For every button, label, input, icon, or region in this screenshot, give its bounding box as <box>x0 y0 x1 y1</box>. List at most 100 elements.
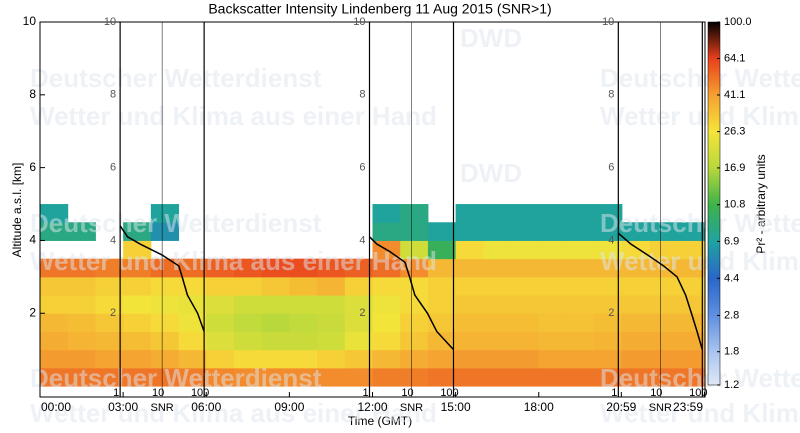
heat-cell <box>123 313 152 332</box>
heat-cell <box>206 313 235 332</box>
watermark: Deutscher Wetterdienst <box>600 363 800 393</box>
snr-tick-label: 10 <box>152 387 164 399</box>
heat-cell <box>594 222 623 241</box>
heat-cell <box>178 331 207 351</box>
heat-cell <box>511 367 540 387</box>
heat-cell <box>317 313 346 332</box>
heat-cell <box>594 313 623 332</box>
watermark: Wetter und Klima aus einer Hand <box>30 398 437 428</box>
heat-cell <box>372 222 401 241</box>
heat-cell <box>344 367 373 387</box>
heat-cell <box>538 258 567 278</box>
heat-cell <box>178 349 207 369</box>
heat-cell <box>317 258 346 278</box>
heat-cell <box>344 258 373 278</box>
heat-cell <box>400 295 429 314</box>
heat-cell <box>400 222 429 241</box>
heat-cell <box>594 295 623 314</box>
heat-cell <box>261 313 290 332</box>
snr-y-tick-label: 10 <box>353 16 365 28</box>
x-tick-label: 09:00 <box>274 400 304 414</box>
x-tick-label: 18:00 <box>524 400 554 414</box>
heat-cell <box>538 331 567 351</box>
snr-y-tick-label: 10 <box>602 16 614 28</box>
watermark: Wetter und Klima aus einer Hand <box>30 101 437 131</box>
heat-cell <box>511 258 540 278</box>
heat-cell <box>594 349 623 369</box>
heat-cell <box>677 222 706 241</box>
heat-cell <box>67 331 96 351</box>
heat-cell <box>123 222 152 241</box>
colorbar-tick-label: 1.8 <box>724 346 739 358</box>
snr-y-tick-label: 6 <box>110 162 116 174</box>
snr-y-tick-label: 8 <box>359 89 365 101</box>
heat-cell <box>95 276 124 296</box>
heat-cell <box>317 276 346 296</box>
heat-cell <box>649 222 678 241</box>
snr-profile <box>368 236 455 351</box>
heat-cell <box>594 258 623 278</box>
heat-cell <box>317 331 346 351</box>
heat-cell <box>372 313 401 332</box>
heat-cell <box>67 313 96 332</box>
heat-cell <box>289 349 318 369</box>
heat-cell <box>372 276 401 296</box>
heat-cell <box>40 222 69 241</box>
heat-cell <box>621 313 651 332</box>
heat-cell <box>40 204 69 223</box>
heat-cell <box>317 349 346 369</box>
heat-cell <box>594 276 623 296</box>
heat-cell <box>178 367 207 387</box>
heat-cell <box>455 276 484 296</box>
heat-cell <box>400 240 429 260</box>
heat-cell <box>400 367 429 387</box>
heat-cell <box>538 295 567 314</box>
heat-cell <box>455 331 484 351</box>
x-tick-label: 15:00 <box>441 400 471 414</box>
watermark: Wetter und Klima aus einer Hand <box>600 398 800 428</box>
heat-cell <box>427 349 457 369</box>
watermark: Deutscher Wetterdienst <box>600 63 800 93</box>
heat-cell <box>233 276 263 296</box>
watermark: Deutscher Wetterdienst <box>30 208 322 238</box>
heat-cell <box>95 295 124 314</box>
heat-cell <box>40 349 69 369</box>
heat-cell <box>206 367 235 387</box>
heat-cell <box>150 204 180 223</box>
heat-cell <box>483 367 512 387</box>
x-tick-label: 00:00 <box>41 400 71 414</box>
y-tick-label: 2 <box>29 305 36 319</box>
heat-cell <box>455 258 484 278</box>
heat-cell <box>594 367 623 387</box>
heat-cell <box>400 331 429 351</box>
heat-cell <box>649 367 678 387</box>
heat-cell <box>649 276 678 296</box>
heat-cell <box>455 349 484 369</box>
snr-y-tick-label: 4 <box>608 234 614 246</box>
heat-cell <box>621 367 651 387</box>
snr-tick-label: 1 <box>113 387 119 399</box>
heat-cell <box>427 367 457 387</box>
heat-cell <box>233 367 263 387</box>
heat-cell <box>649 313 678 332</box>
heat-cell <box>566 240 595 260</box>
snr-tick-label: 100 <box>440 387 458 399</box>
snr-y-tick-label: 4 <box>110 234 116 246</box>
heat-cell <box>511 276 540 296</box>
heat-cell <box>400 204 429 223</box>
watermark: Deutscher Wetterdienst <box>30 363 322 393</box>
y-tick-label: 4 <box>29 233 36 247</box>
heat-cell <box>372 295 401 314</box>
heat-cell <box>123 331 152 351</box>
heat-cell <box>372 258 401 278</box>
heat-cell <box>206 295 235 314</box>
heat-cell <box>538 276 567 296</box>
heat-cell <box>483 331 512 351</box>
heat-cell <box>538 222 567 241</box>
snr-axis-label: SNR <box>649 402 672 414</box>
x-tick-label: 23:59 <box>673 400 703 414</box>
heat-cell <box>233 258 263 278</box>
heat-cell <box>483 276 512 296</box>
heat-cell <box>649 295 678 314</box>
heat-cell <box>566 276 595 296</box>
